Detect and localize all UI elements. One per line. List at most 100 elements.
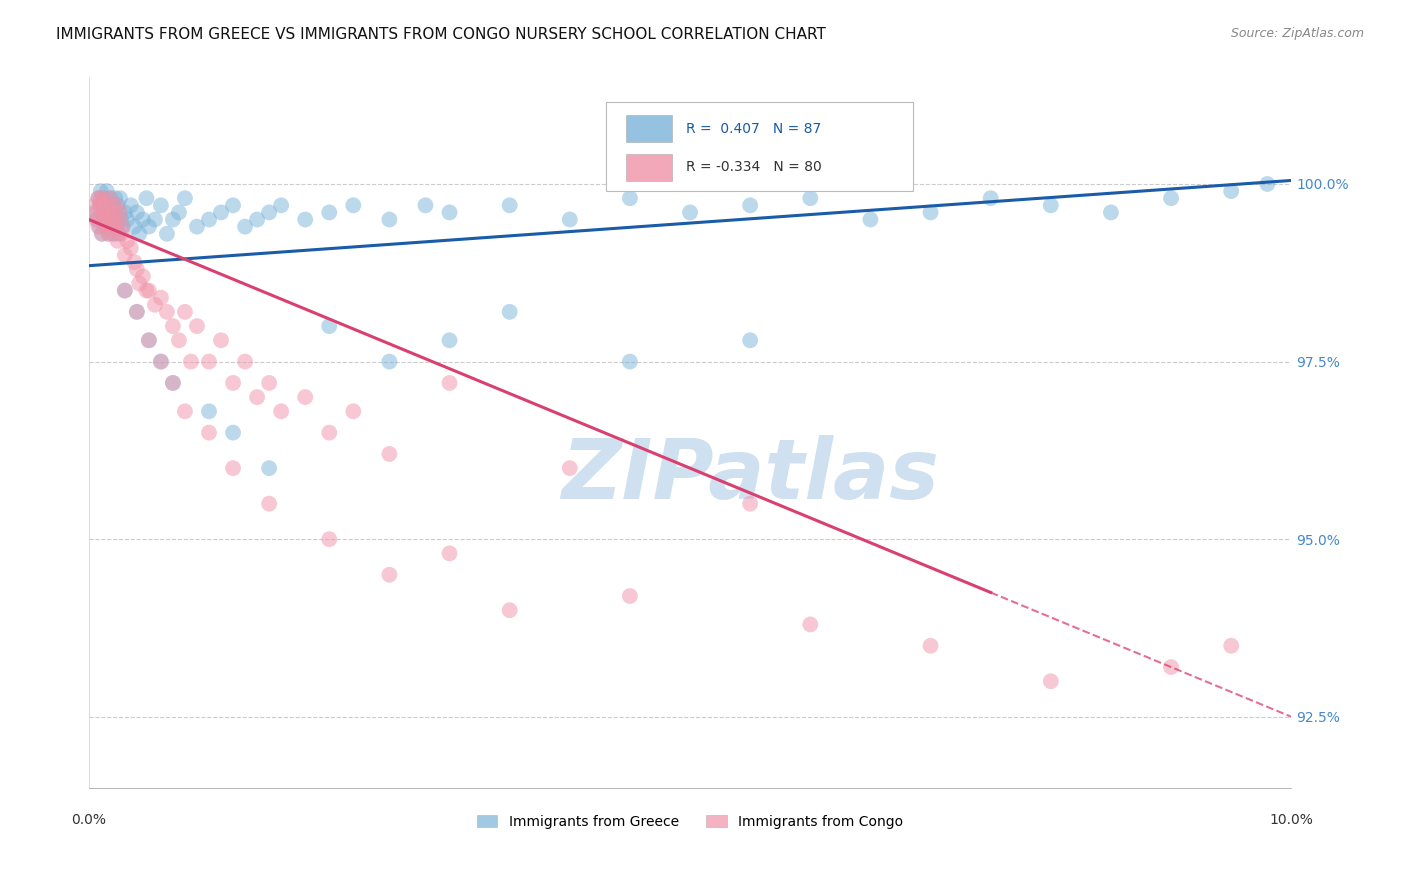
Point [439,333,461,347]
Point [318,319,340,334]
Point [108,191,131,205]
Point [149,198,172,212]
Point [104,219,127,234]
Point [93,212,115,227]
Point [920,639,942,653]
Point [111,219,134,234]
Point [167,333,190,347]
Point [859,212,882,227]
Point [111,219,134,234]
Point [138,333,160,347]
Point [162,376,184,390]
Point [84,212,107,227]
Point [114,205,136,219]
Point [558,212,581,227]
Point [233,219,256,234]
Text: ZIPatlas: ZIPatlas [561,434,939,516]
Point [270,404,292,418]
Point [83,205,105,219]
Point [91,191,114,205]
Point [132,212,155,227]
Point [222,461,245,475]
Point [89,198,111,212]
Point [222,425,245,440]
Point [619,354,641,368]
Point [101,227,124,241]
Point [104,191,127,205]
FancyBboxPatch shape [606,103,912,191]
Point [135,284,157,298]
Point [1160,191,1182,205]
Point [222,376,245,390]
Point [105,219,128,234]
Point [174,305,197,319]
FancyBboxPatch shape [626,115,672,142]
FancyBboxPatch shape [626,153,672,180]
Point [498,603,520,617]
Point [1220,184,1243,198]
Point [1099,205,1122,219]
Point [107,227,129,241]
Point [156,305,179,319]
Point [128,277,150,291]
Point [94,198,117,212]
Point [740,497,762,511]
Legend: Immigrants from Greece, Immigrants from Congo: Immigrants from Greece, Immigrants from … [471,809,910,834]
Point [740,333,762,347]
Point [246,212,269,227]
Point [100,219,122,234]
Point [110,212,132,227]
Point [294,212,316,227]
Point [128,227,150,241]
Point [198,212,221,227]
Point [149,354,172,368]
Point [132,269,155,284]
Point [125,205,148,219]
Point [318,205,340,219]
Point [96,205,118,219]
Point [114,248,136,262]
Point [104,212,127,227]
Point [98,212,121,227]
Point [439,546,461,560]
Point [257,205,280,219]
Point [97,227,120,241]
Point [108,205,131,219]
Point [114,284,136,298]
Point [90,184,112,198]
Point [100,212,122,227]
Point [96,219,118,234]
Point [233,354,256,368]
Point [378,212,401,227]
Point [222,198,245,212]
Point [920,205,942,219]
Point [180,354,202,368]
Point [1256,177,1278,191]
Point [91,205,114,219]
Text: IMMIGRANTS FROM GREECE VS IMMIGRANTS FROM CONGO NURSERY SCHOOL CORRELATION CHART: IMMIGRANTS FROM GREECE VS IMMIGRANTS FRO… [56,27,827,42]
Point [107,205,129,219]
Point [100,191,122,205]
Point [186,219,208,234]
Point [558,461,581,475]
Point [162,319,184,334]
Point [740,198,762,212]
Point [103,205,125,219]
Point [100,198,122,212]
Point [209,205,232,219]
Point [120,241,142,255]
Point [257,497,280,511]
Point [799,191,821,205]
Point [90,198,112,212]
Point [87,191,110,205]
Point [101,212,124,227]
Point [105,198,128,212]
Point [619,191,641,205]
Point [86,212,108,227]
Point [87,219,110,234]
Point [149,354,172,368]
Point [100,219,122,234]
Point [318,425,340,440]
Point [96,184,118,198]
Point [83,198,105,212]
